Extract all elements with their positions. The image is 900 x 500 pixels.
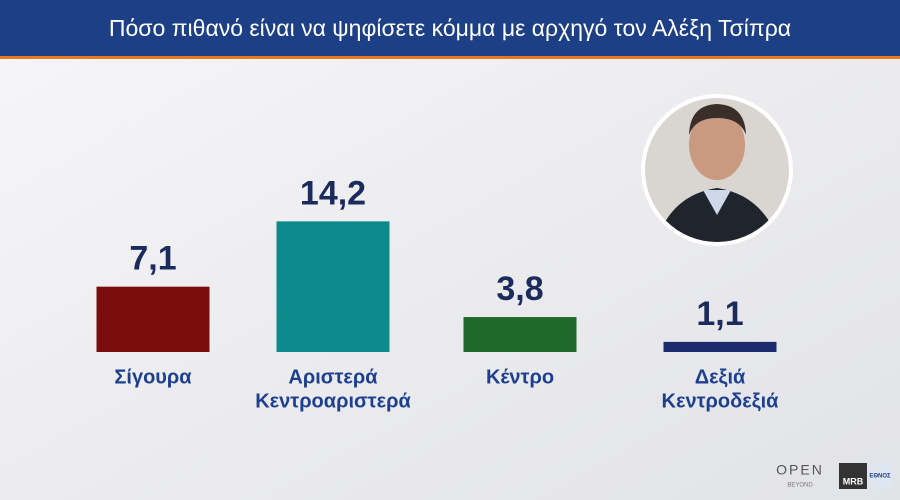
header-band — [0, 0, 900, 56]
logo-mrb: MRB — [843, 476, 864, 486]
logos: OPEN BEYOND MRB ΕΘΝΟΣ — [776, 462, 893, 489]
category-label: Αριστερά — [288, 366, 378, 388]
category-label: Κέντρο — [486, 366, 554, 388]
logo-ethnos: ΕΘΝΟΣ — [869, 474, 891, 480]
logo-box — [839, 463, 867, 489]
category-label: Δεξιά — [695, 366, 746, 388]
portrait — [641, 94, 793, 246]
chart-title: Πόσο πιθανό είναι να ψηφίσετε κόμμα με α… — [109, 15, 791, 41]
logo-box — [867, 463, 893, 489]
value-label: 14,2 — [300, 174, 366, 212]
category-label: Κεντροαριστερά — [255, 390, 411, 412]
bar — [663, 341, 777, 352]
category-label: Σίγουρα — [114, 366, 192, 388]
value-label: 1,1 — [696, 295, 743, 333]
logo-beyond: BEYOND — [787, 483, 813, 489]
bar — [96, 286, 210, 352]
header-rule — [0, 56, 900, 59]
value-label: 7,1 — [129, 240, 176, 278]
category-label: Κεντροδεξιά — [662, 390, 780, 412]
logo-open: OPEN — [776, 462, 824, 478]
value-label: 3,8 — [496, 270, 543, 308]
bar — [463, 317, 577, 352]
bar — [276, 221, 390, 352]
